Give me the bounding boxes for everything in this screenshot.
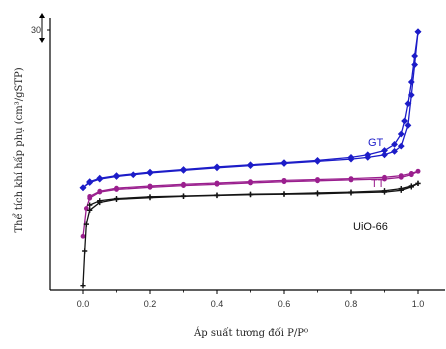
x-tick-label: 1.0	[412, 299, 425, 309]
data-point-plus	[147, 194, 153, 200]
data-point-plus	[82, 248, 88, 254]
data-point-circle	[87, 194, 93, 199]
data-point-diamond	[96, 174, 104, 182]
data-point-diamond	[397, 130, 405, 138]
data-point-diamond	[347, 154, 355, 161]
data-point-plus	[381, 188, 388, 194]
data-point-plus	[408, 183, 414, 189]
data-point-diamond	[411, 52, 419, 60]
x-tick-label: 0.8	[345, 299, 358, 309]
series-labels: GT TT UiO-66	[353, 137, 388, 233]
series-layer	[79, 28, 422, 289]
data-point-diamond	[404, 121, 412, 129]
y-axis-arrow-head-bottom	[39, 38, 45, 43]
data-point-circle	[80, 233, 86, 239]
series-uio-66	[80, 180, 421, 289]
data-point-circle	[415, 168, 421, 174]
data-point-plus	[83, 221, 89, 227]
y-tick-label: 30	[31, 25, 41, 35]
data-point-diamond	[401, 117, 408, 125]
data-point-plus	[80, 283, 86, 289]
data-point-diamond	[381, 151, 388, 159]
data-point-circle	[97, 188, 103, 194]
x-tick-label: 0.6	[278, 299, 291, 309]
series-label-gt: GT	[368, 137, 384, 149]
data-point-diamond	[391, 141, 398, 148]
data-point-diamond	[391, 147, 398, 155]
data-point-diamond	[86, 178, 94, 186]
data-point-diamond	[180, 166, 187, 173]
data-point-circle	[281, 177, 287, 183]
data-point-diamond	[404, 100, 412, 108]
series-label-uio-66: UiO-66	[353, 221, 388, 233]
data-point-circle	[348, 176, 354, 182]
data-point-plus	[87, 207, 93, 213]
data-point-diamond	[314, 157, 321, 164]
adsorption-line	[82, 170, 419, 237]
data-point-plus	[87, 202, 93, 208]
series-gt	[79, 28, 422, 192]
data-point-diamond	[79, 184, 87, 192]
data-point-diamond	[364, 151, 372, 159]
data-point-plus	[281, 191, 287, 197]
data-point-plus	[214, 192, 220, 198]
data-point-diamond	[146, 168, 154, 176]
data-point-plus	[415, 180, 421, 186]
desorption-line	[89, 182, 419, 206]
data-point-plus	[97, 198, 103, 204]
series-label-tt: TT	[371, 178, 385, 190]
data-point-diamond	[414, 28, 422, 36]
data-point-plus	[247, 191, 254, 197]
data-point-diamond	[113, 172, 120, 179]
data-point-diamond	[213, 163, 221, 171]
data-point-diamond	[247, 161, 254, 169]
data-point-plus	[314, 190, 321, 196]
series-tt	[80, 168, 421, 239]
data-point-diamond	[280, 159, 288, 166]
data-point-plus	[348, 189, 354, 195]
data-point-diamond	[129, 171, 137, 179]
x-axis-label: Áp suất tương đối P/P⁰	[193, 327, 308, 339]
x-ticks: 0.0 0.2 0.4 0.6 0.8 1.0	[77, 290, 425, 309]
data-point-circle	[147, 183, 153, 189]
y-axis-label: Thể tích khí hấp phụ (cm³/gSTP)	[13, 67, 25, 232]
x-tick-label: 0.2	[144, 299, 157, 309]
y-ticks: 30	[31, 25, 50, 35]
desorption-line	[89, 170, 419, 197]
data-point-circle	[382, 174, 387, 180]
data-point-circle	[398, 173, 404, 179]
desorption-line	[82, 31, 419, 189]
data-point-diamond	[397, 142, 405, 150]
y-axis-arrow-head-top	[39, 13, 45, 18]
data-point-plus	[180, 193, 187, 199]
data-point-circle	[315, 177, 320, 182]
data-point-diamond	[381, 147, 388, 154]
data-point-circle	[181, 181, 186, 187]
data-point-circle	[248, 179, 253, 185]
data-point-diamond	[407, 78, 415, 86]
data-point-circle	[408, 171, 414, 176]
data-point-plus	[113, 195, 120, 202]
data-point-circle	[114, 185, 119, 191]
x-tick-label: 0.4	[211, 299, 224, 309]
x-tick-label: 0.0	[77, 299, 90, 309]
data-point-plus	[398, 186, 404, 192]
data-point-circle	[214, 180, 220, 186]
